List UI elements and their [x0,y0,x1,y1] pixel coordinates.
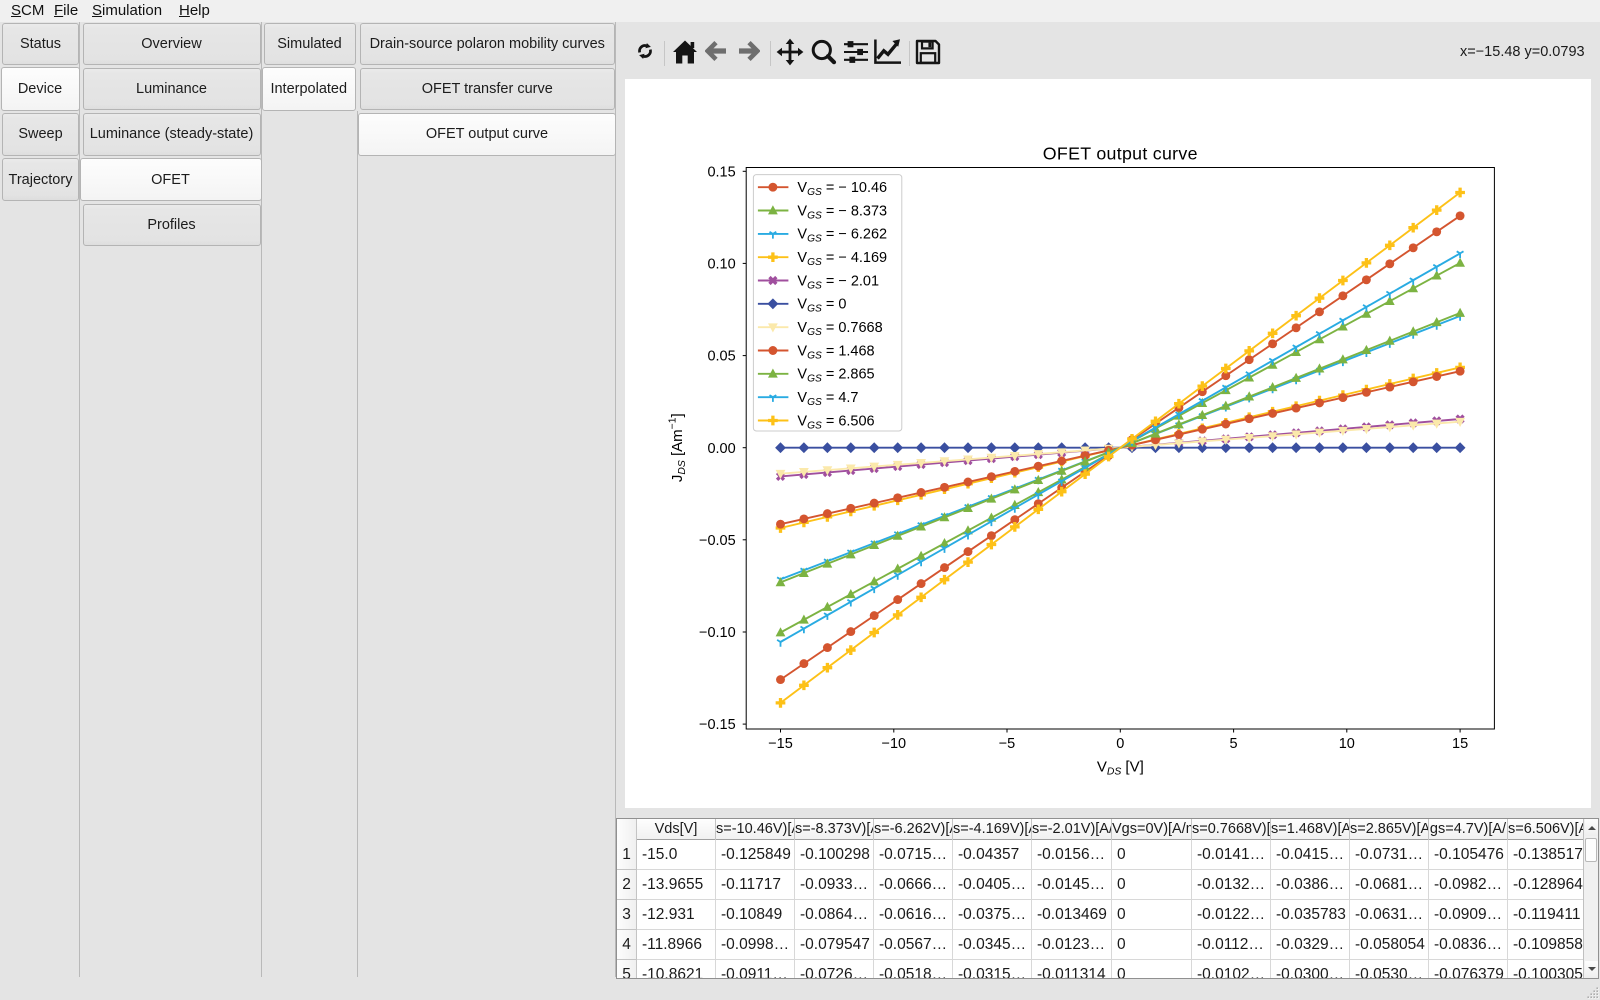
svg-text:VGS = 4.7: VGS = 4.7 [797,390,858,408]
svg-text:−10: −10 [881,736,906,752]
svg-text:VGS = 0: VGS = 0 [797,297,846,315]
svg-text:5: 5 [1230,736,1238,752]
svg-text:0.00: 0.00 [707,441,735,457]
svg-text:0.10: 0.10 [707,257,735,273]
svg-text:VGS = 6.506: VGS = 6.506 [797,413,874,431]
svg-text:0.15: 0.15 [707,164,735,180]
svg-text:−15: −15 [768,736,793,752]
svg-text:0: 0 [1116,736,1124,752]
svg-text:VDS [V]: VDS [V] [1097,759,1144,778]
svg-text:−0.05: −0.05 [699,533,736,549]
svg-text:0.05: 0.05 [707,349,735,365]
svg-text:10: 10 [1339,736,1355,752]
svg-text:−5: −5 [999,736,1016,752]
svg-text:OFET output curve: OFET output curve [1043,144,1198,164]
svg-text:VGS = − 6.262: VGS = − 6.262 [797,227,887,245]
svg-text:−0.15: −0.15 [699,717,736,733]
svg-text:−0.10: −0.10 [699,625,736,641]
svg-text:15: 15 [1452,736,1468,752]
